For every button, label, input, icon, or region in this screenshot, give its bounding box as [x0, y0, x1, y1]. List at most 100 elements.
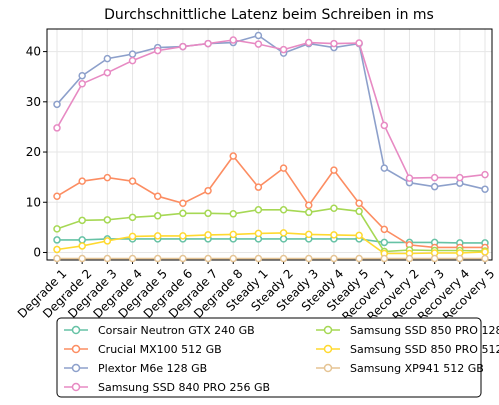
data-point [279, 164, 288, 172]
data-point [204, 209, 212, 218]
data-point [355, 199, 363, 208]
data-point [103, 254, 112, 263]
data-point [279, 229, 288, 237]
data-point [229, 230, 237, 239]
legend-marker [323, 325, 333, 335]
data-point [380, 121, 389, 130]
data-point [78, 236, 86, 244]
series-2 [53, 152, 489, 252]
data-point [204, 231, 212, 239]
data-point [481, 254, 489, 263]
data-point [481, 185, 489, 193]
legend-item: Samsung XP941 512 GB [316, 362, 484, 375]
data-point [254, 206, 263, 214]
data-point [254, 31, 263, 40]
y-axis: 0 10 20 30 40 [26, 45, 47, 259]
legend-marker [71, 344, 81, 354]
data-point [179, 42, 187, 51]
legend-item: Crucial MX100 512 GB [64, 343, 222, 356]
series-group [53, 31, 489, 263]
data-point [456, 173, 464, 182]
data-point [405, 174, 414, 182]
data-point [254, 229, 263, 238]
data-point [279, 206, 288, 214]
data-point [380, 238, 389, 247]
data-point [204, 254, 212, 263]
data-point [103, 237, 112, 245]
legend: Corsair Neutron GTX 240 GB Crucial MX100 … [56, 317, 499, 398]
data-point [330, 231, 338, 239]
data-point [330, 166, 338, 174]
data-point [430, 182, 439, 191]
legend-item: Samsung SSD 850 PRO 512 GB [316, 343, 499, 356]
data-point [229, 36, 237, 44]
legend-marker [71, 363, 81, 373]
data-point [53, 236, 61, 244]
data-point [254, 183, 263, 191]
data-point [330, 254, 338, 263]
data-point [78, 71, 86, 80]
data-point [456, 254, 464, 263]
data-point [78, 242, 86, 250]
data-point [153, 232, 162, 240]
data-point [153, 192, 162, 200]
data-point [53, 245, 61, 254]
y-tick-label: 20 [26, 145, 41, 159]
series-line [56, 154, 485, 249]
data-point [53, 225, 61, 233]
data-point [103, 68, 112, 77]
data-point [128, 232, 137, 241]
data-point [279, 254, 288, 263]
series-line [56, 232, 486, 255]
series-5 [53, 204, 489, 256]
data-point [481, 170, 489, 179]
series-line [56, 39, 486, 179]
data-point [128, 254, 137, 263]
legend-item: Samsung SSD 840 PRO 256 GB [64, 381, 270, 394]
data-point [179, 199, 187, 208]
data-point [153, 46, 162, 55]
data-point [305, 38, 313, 47]
legend-label: Samsung SSD 850 PRO 128 GB [350, 324, 499, 337]
data-point [179, 232, 187, 240]
y-tick-label: 0 [33, 245, 41, 259]
data-point [254, 40, 263, 48]
data-point [355, 207, 363, 216]
data-point [153, 212, 162, 220]
data-point [305, 254, 313, 263]
data-point [53, 254, 61, 263]
y-tick-label: 10 [26, 195, 41, 209]
data-point [103, 216, 112, 224]
data-point [254, 254, 263, 263]
legend-label: Crucial MX100 512 GB [98, 343, 222, 356]
data-point [279, 235, 288, 243]
data-point [53, 100, 61, 109]
series-1 [53, 235, 489, 247]
data-point [179, 254, 187, 263]
legend-marker [71, 325, 81, 335]
series-line [57, 238, 485, 244]
data-point [305, 230, 313, 239]
data-point [78, 216, 86, 225]
data-point [128, 50, 137, 58]
legend-label: Samsung SSD 850 PRO 512 GB [350, 343, 499, 356]
legend-item: Samsung SSD 850 PRO 128 GB [316, 324, 499, 337]
data-point [128, 213, 137, 222]
data-point [229, 152, 237, 160]
data-point [279, 45, 288, 54]
data-point [179, 209, 187, 218]
data-point [103, 54, 112, 63]
data-point [355, 254, 363, 263]
data-point [380, 225, 389, 234]
legend-label: Samsung SSD 840 PRO 256 GB [98, 381, 270, 394]
legend-marker [323, 344, 333, 354]
legend-label: Samsung XP941 512 GB [350, 362, 484, 375]
plot-frame [46, 28, 493, 261]
data-point [229, 210, 237, 218]
data-point [405, 254, 414, 263]
grid [47, 29, 492, 260]
data-point [204, 186, 212, 195]
data-point [330, 204, 338, 213]
